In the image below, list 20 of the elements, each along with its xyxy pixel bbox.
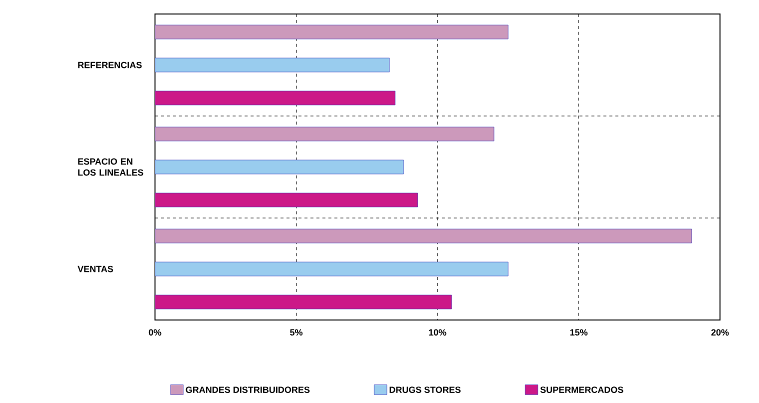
bar: [155, 192, 418, 208]
bar: [155, 228, 692, 244]
bar: [155, 160, 404, 174]
y-tick-label: VENTAS: [78, 266, 114, 272]
x-tick-label: 15%: [570, 329, 588, 336]
bar: [155, 294, 452, 310]
legend-label: GRANDES DISTRIBUIDORES: [186, 386, 310, 393]
legend-label: SUPERMERCADOS: [540, 386, 624, 393]
bar: [155, 126, 494, 142]
bar: [155, 58, 390, 72]
y-tick-label: ESPACIO EN LOS LINEALES: [78, 158, 144, 176]
bar: [155, 262, 508, 276]
bar: [155, 90, 396, 106]
x-tick-label: 5%: [290, 329, 303, 336]
legend-label: DRUGS STORES: [390, 386, 461, 393]
x-tick-label: 10%: [429, 329, 446, 336]
x-tick-label: 20%: [711, 329, 729, 336]
x-tick-label: 0%: [148, 329, 162, 336]
y-tick-label: REFERENCIAS: [78, 62, 142, 68]
bar: [155, 24, 508, 40]
